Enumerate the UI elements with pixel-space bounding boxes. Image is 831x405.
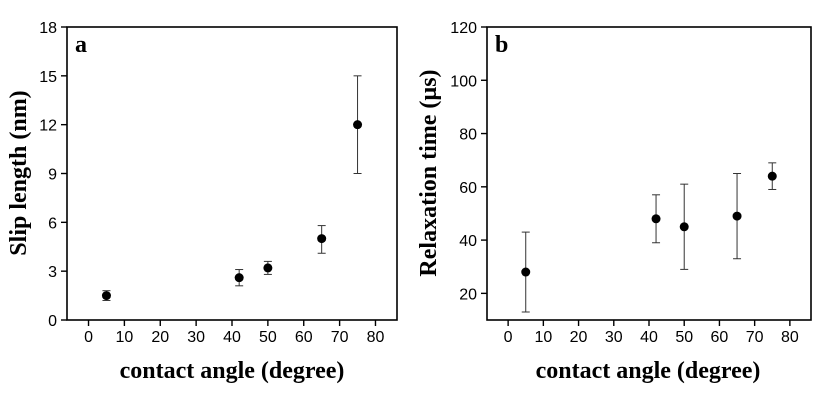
data-marks-a — [101, 75, 363, 301]
y-tick-label: 120 — [450, 20, 477, 37]
x-tick-label: 50 — [259, 329, 277, 346]
data-point — [101, 291, 111, 301]
x-axis-title-a: contact angle (degree) — [120, 358, 345, 384]
x-tick-label: 80 — [781, 329, 799, 346]
y-tick-label: 18 — [39, 20, 57, 37]
y-axis-title-a: Slip length (nm) — [6, 90, 32, 255]
x-tick-label: 60 — [711, 329, 729, 346]
y-tick-label: 0 — [48, 313, 57, 330]
chart-panel-a: a contact angle (degree) Slip length (nm… — [6, 20, 398, 384]
data-point — [234, 273, 244, 283]
data-point — [679, 222, 689, 232]
data-point — [521, 267, 531, 277]
x-tick-label: 20 — [570, 329, 588, 346]
y-tick-label: 20 — [459, 286, 477, 303]
data-marks-b — [521, 162, 777, 313]
y-tick-label: 9 — [48, 167, 57, 184]
y-tick-label: 3 — [48, 264, 57, 281]
x-tick-label: 40 — [223, 329, 241, 346]
data-point — [767, 171, 777, 181]
panel-label-a: a — [75, 32, 87, 58]
ticks-a: 0 10 20 30 40 50 60 70 80 0 3 6 9 12 15 18 — [39, 20, 384, 346]
plot-frame-a — [66, 26, 398, 321]
y-tick-label: 40 — [459, 233, 477, 250]
y-tick-label: 100 — [450, 73, 477, 90]
x-tick-label: 30 — [187, 329, 205, 346]
data-point — [317, 234, 327, 244]
x-tick-label: 40 — [640, 329, 658, 346]
x-tick-label: 30 — [605, 329, 623, 346]
y-tick-label: 60 — [459, 180, 477, 197]
data-point — [353, 120, 363, 130]
x-tick-label: 0 — [504, 329, 513, 346]
x-tick-label: 20 — [151, 329, 169, 346]
x-tick-label: 50 — [675, 329, 693, 346]
ticks-b: 0 10 20 30 40 50 60 70 80 20 40 60 80 100 120 — [450, 20, 799, 346]
data-point — [651, 214, 661, 224]
x-tick-label: 0 — [84, 329, 93, 346]
y-tick-label: 80 — [459, 127, 477, 144]
panel-label-b: b — [495, 32, 508, 58]
x-tick-label: 10 — [534, 329, 552, 346]
y-tick-label: 6 — [48, 215, 57, 232]
data-point — [263, 263, 273, 273]
x-tick-label: 10 — [115, 329, 133, 346]
x-tick-label: 70 — [331, 329, 349, 346]
x-axis-title-b: contact angle (degree) — [536, 358, 761, 384]
x-tick-label: 80 — [367, 329, 385, 346]
data-point — [732, 211, 742, 221]
x-tick-label: 60 — [295, 329, 313, 346]
chart-panel-b: b contact angle (degree) Relaxation time… — [416, 20, 812, 384]
y-tick-label: 15 — [39, 69, 57, 86]
y-axis-title-b: Relaxation time (µs) — [416, 69, 442, 276]
plot-frame-b — [486, 26, 812, 321]
x-tick-label: 70 — [746, 329, 764, 346]
y-tick-label: 12 — [39, 118, 57, 135]
